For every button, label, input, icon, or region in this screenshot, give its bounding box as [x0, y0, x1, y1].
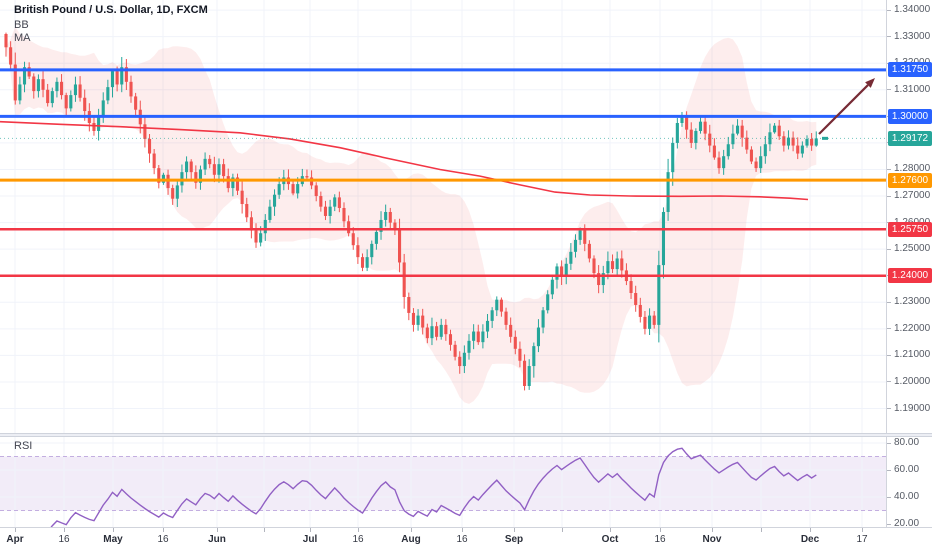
price-axis-label: 1.21000	[894, 349, 931, 361]
time-tick	[761, 528, 762, 532]
time-tick	[64, 528, 65, 532]
time-tick	[712, 528, 713, 532]
price-axis[interactable]: 1.340001.330001.320001.310001.300001.290…	[886, 0, 932, 529]
level-price-badge: 1.30000	[888, 108, 932, 124]
price-axis-label: 1.23000	[894, 296, 931, 308]
price-axis-label: 1.28000	[894, 163, 931, 175]
rsi-axis-label: 60.00	[894, 464, 920, 475]
pane-separator-handle[interactable]	[0, 433, 932, 437]
price-tick	[887, 36, 891, 38]
level-price-badge: 1.31750	[888, 62, 932, 78]
rsi-tick	[887, 469, 891, 471]
main-price-pane[interactable]	[0, 0, 886, 433]
time-axis-label: May	[103, 534, 123, 545]
price-tick	[887, 381, 891, 383]
bollinger-band-cloud	[6, 26, 817, 404]
time-axis-label: 16	[58, 534, 70, 545]
time-tick	[411, 528, 412, 532]
price-axis-label: 1.19000	[894, 402, 931, 414]
rsi-axis-label: 80.00	[894, 437, 920, 448]
time-tick	[358, 528, 359, 532]
price-axis-label: 1.27000	[894, 190, 931, 202]
price-tick	[887, 9, 891, 11]
time-axis-label: 16	[456, 534, 468, 545]
time-axis-label: Jul	[302, 534, 318, 545]
time-axis-label: 17	[856, 534, 868, 545]
price-axis-label: 1.20000	[894, 375, 931, 387]
rsi-tick	[887, 442, 891, 444]
rsi-axis-label: 20.00	[894, 518, 920, 529]
rsi-line	[50, 447, 817, 527]
time-tick	[264, 528, 265, 532]
time-axis-label: Nov	[702, 534, 722, 545]
time-axis[interactable]: Apr 16 May 16 Jun Jul 16 Aug 16 Sep Oct 16 Nov Dec 17	[0, 527, 932, 550]
level-price-badge: 1.25750	[888, 221, 932, 237]
price-tick	[887, 89, 891, 91]
time-axis-label: Dec	[800, 534, 820, 545]
rsi-tick	[887, 523, 891, 525]
time-axis-label: Sep	[504, 534, 524, 545]
time-tick	[810, 528, 811, 532]
ma-line	[0, 120, 809, 201]
time-tick	[310, 528, 311, 532]
time-tick	[660, 528, 661, 532]
time-tick	[562, 528, 563, 532]
time-axis-label: 16	[654, 534, 666, 545]
price-axis-label: 1.33000	[894, 30, 931, 42]
time-axis-label: 16	[352, 534, 364, 545]
time-axis-label: Aug	[401, 534, 421, 545]
time-tick	[610, 528, 611, 532]
time-tick	[514, 528, 515, 532]
time-tick	[462, 528, 463, 532]
time-axis-label: Oct	[601, 534, 619, 545]
trend-arrow[interactable]	[818, 78, 875, 135]
time-tick	[15, 528, 16, 532]
level-price-badge: 1.27600	[888, 172, 932, 188]
price-axis-label: 1.31000	[894, 83, 931, 95]
price-tick	[887, 354, 891, 356]
price-axis-label: 1.25000	[894, 243, 931, 255]
rsi-axis-label: 40.00	[894, 491, 920, 502]
time-tick	[113, 528, 114, 532]
time-axis-label: 16	[157, 534, 169, 545]
price-tick	[887, 408, 891, 410]
time-tick	[862, 528, 863, 532]
time-axis-label: Jun	[208, 534, 226, 545]
price-tick	[887, 328, 891, 330]
price-tick	[887, 301, 891, 303]
rsi-indicator-pane[interactable]	[0, 437, 886, 527]
price-tick	[887, 248, 891, 250]
time-tick	[217, 528, 218, 532]
price-axis-label: 1.22000	[894, 322, 931, 334]
price-tick	[887, 195, 891, 197]
price-axis-label: 1.34000	[894, 4, 931, 16]
rsi-band-fill	[0, 456, 886, 511]
rsi-tick	[887, 496, 891, 498]
time-axis-label: Apr	[6, 534, 24, 545]
last-price-badge: 1.29172	[888, 130, 932, 146]
level-price-badge: 1.24000	[888, 268, 932, 284]
price-tick	[887, 168, 891, 170]
time-tick	[163, 528, 164, 532]
